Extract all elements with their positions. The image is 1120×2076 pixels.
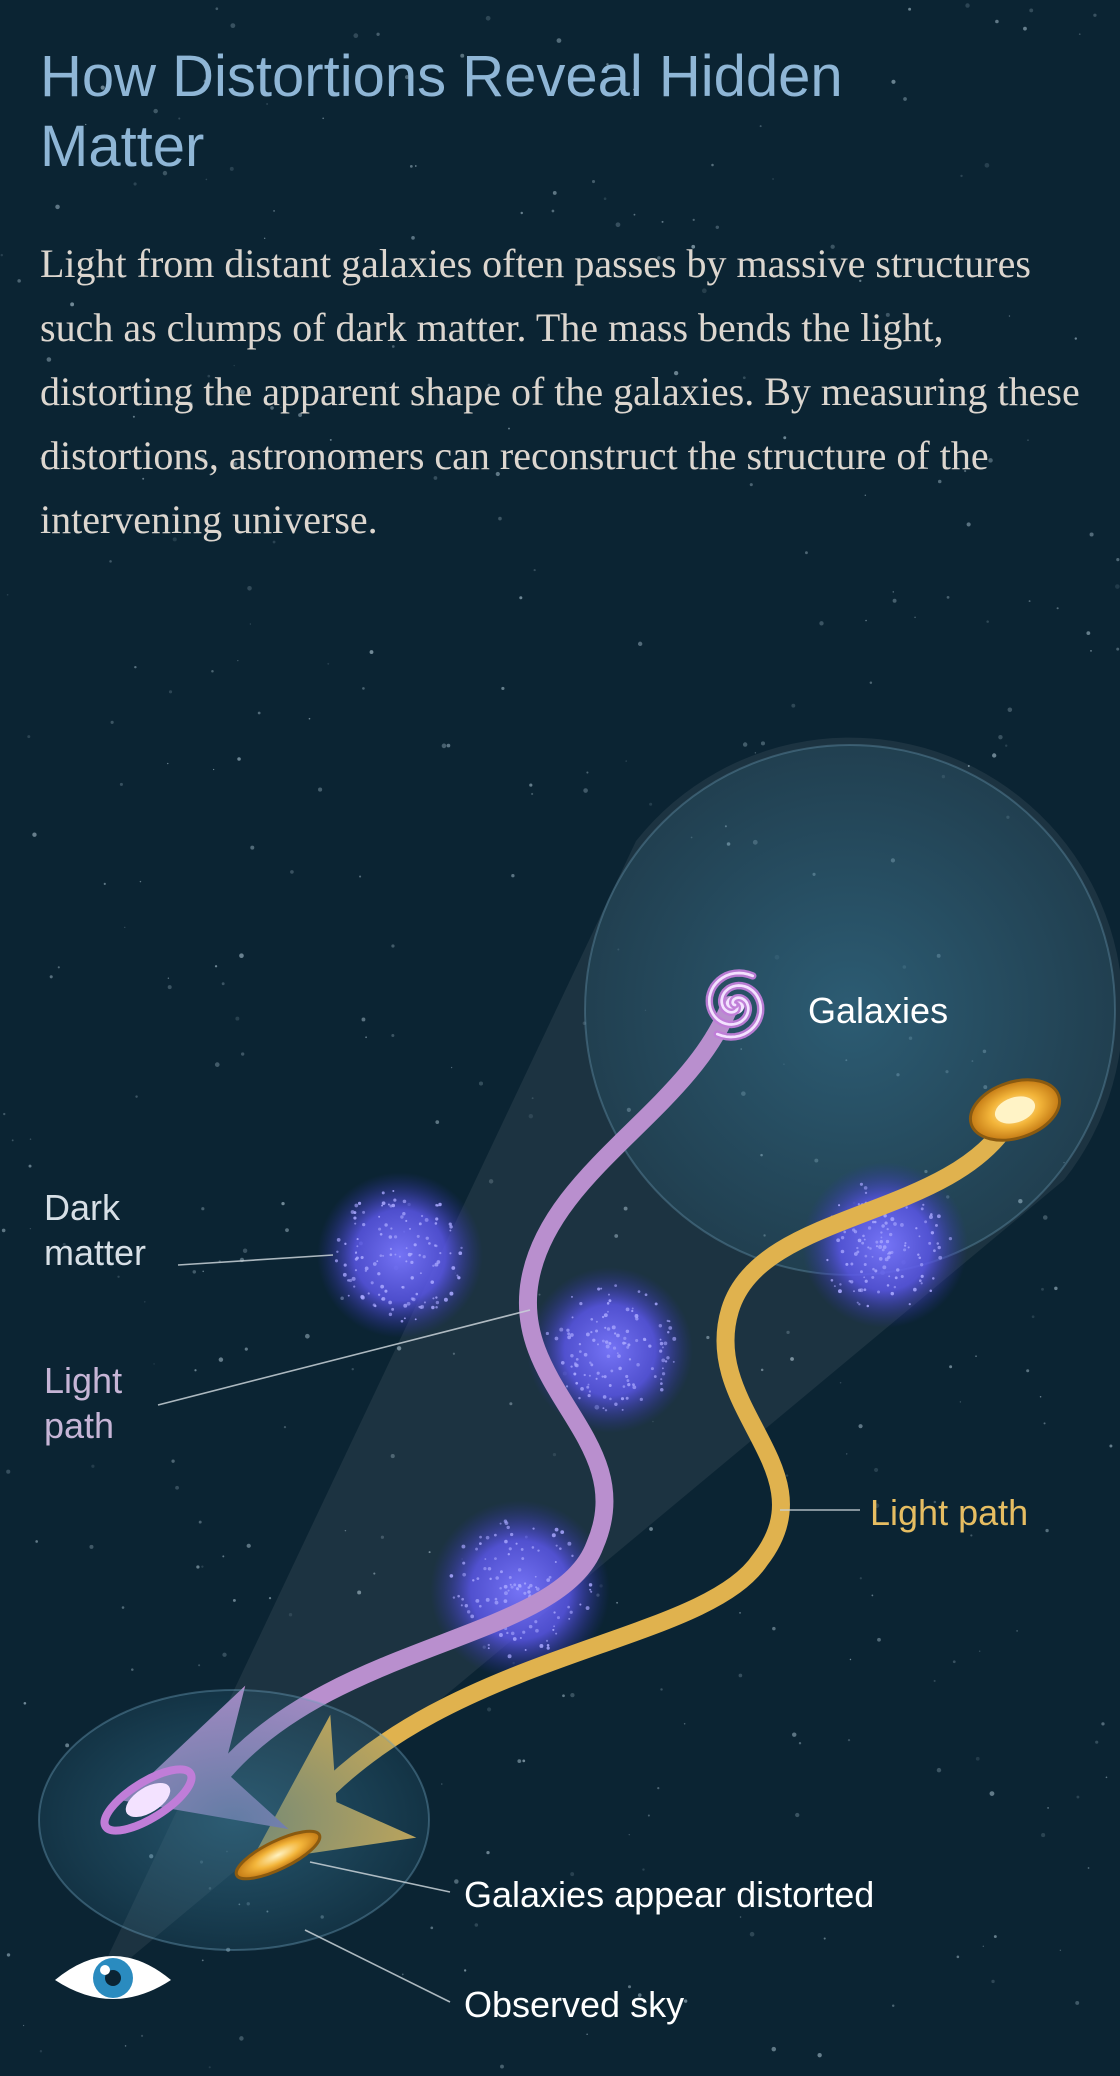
label-galaxies: Galaxies: [808, 988, 948, 1033]
observed-sky-circle: [39, 1690, 429, 1950]
label-dark-matter: Dark matter: [44, 1185, 204, 1275]
infographic-body: Light from distant galaxies often passes…: [40, 232, 1080, 552]
label-light-path-right: Light path: [870, 1490, 1028, 1535]
infographic-title: How Distortions Reveal Hidden Matter: [40, 42, 940, 181]
label-observed-sky: Observed sky: [464, 1982, 684, 2027]
label-galaxies-distorted: Galaxies appear distorted: [464, 1872, 874, 1917]
label-light-path-left: Light path: [44, 1358, 184, 1448]
